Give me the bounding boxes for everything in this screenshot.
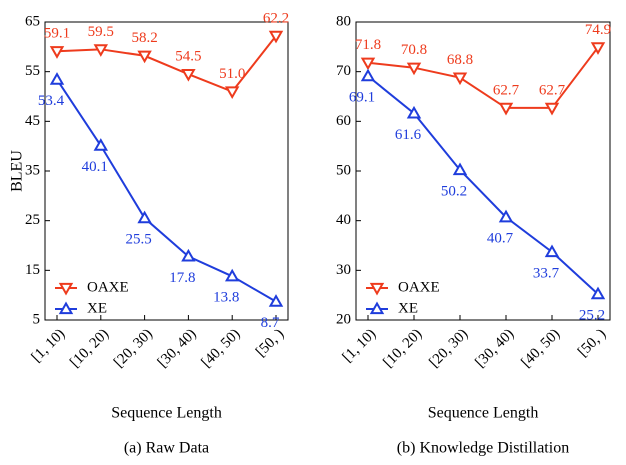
y-tick-label: 40 <box>336 212 351 228</box>
value-label: 69.1 <box>349 90 375 106</box>
point-marker <box>406 105 422 119</box>
x-tick-label: [40, 50) <box>199 326 244 371</box>
value-label: 61.6 <box>395 127 422 143</box>
value-label: 68.8 <box>447 52 473 68</box>
value-label: 59.5 <box>88 24 114 40</box>
point-marker <box>49 46 65 59</box>
value-label: 74.9 <box>585 22 611 38</box>
point-marker <box>224 268 240 282</box>
y-tick-label: 25 <box>25 212 40 228</box>
x-tick-label: [10, 20) <box>67 326 112 371</box>
y-tick-label: 80 <box>336 13 351 29</box>
value-label: 62.7 <box>539 82 566 98</box>
value-label: 17.8 <box>169 270 195 286</box>
value-label: 40.7 <box>487 231 514 247</box>
value-label: 54.5 <box>175 49 201 65</box>
legend-marker <box>58 301 74 315</box>
value-label: 40.1 <box>82 159 108 175</box>
y-tick-label: 45 <box>25 113 40 129</box>
value-label: 53.4 <box>38 93 65 109</box>
point-marker <box>360 57 376 71</box>
legend-marker <box>369 301 385 315</box>
y-tick-label: 35 <box>25 162 40 178</box>
value-label: 71.8 <box>355 37 381 53</box>
value-label: 50.2 <box>441 183 467 199</box>
y-tick-label: 55 <box>25 63 40 79</box>
point-marker <box>544 244 560 258</box>
point-marker <box>498 209 514 223</box>
value-label: 25.5 <box>125 232 151 248</box>
y-tick-label: 30 <box>336 262 351 278</box>
point-marker <box>93 44 109 57</box>
x-axis-label: Sequence Length <box>428 405 539 422</box>
point-marker <box>137 50 152 64</box>
x-tick-label: [40, 50) <box>518 326 563 371</box>
series-line <box>56 35 277 93</box>
value-label: 25.2 <box>579 308 605 324</box>
value-label: 13.8 <box>213 290 239 306</box>
point-marker <box>590 42 606 55</box>
y-axis-label: BLEU <box>9 150 26 192</box>
x-tick-label: [1, 10) <box>29 326 69 366</box>
x-tick-label: [20, 30) <box>426 326 471 371</box>
legend-label: XE <box>398 300 418 316</box>
x-tick-label: [50, ) <box>575 326 609 360</box>
value-label: 62.2 <box>263 10 289 26</box>
y-tick-label: 70 <box>336 63 351 79</box>
legend-label: XE <box>87 300 107 316</box>
y-tick-label: 15 <box>25 262 40 278</box>
y-tick-label: 60 <box>336 113 351 129</box>
legend-label: OAXE <box>398 279 440 295</box>
legend-label: OAXE <box>87 279 129 295</box>
point-marker <box>93 138 109 151</box>
point-marker <box>498 102 514 116</box>
plot-frame <box>355 21 611 321</box>
value-label: 8.7 <box>261 315 280 331</box>
caption: (a) Raw Data <box>124 440 209 457</box>
point-marker <box>360 68 376 82</box>
caption: (b) Knowledge Distillation <box>397 440 569 457</box>
value-label: 62.7 <box>493 82 520 98</box>
value-label: 59.1 <box>44 26 70 42</box>
x-tick-label: [20, 30) <box>111 326 156 371</box>
value-label: 33.7 <box>533 265 560 281</box>
point-marker <box>181 248 196 262</box>
x-tick-label: [30, 40) <box>472 326 517 371</box>
point-marker <box>544 102 560 116</box>
x-tick-label: [10, 20) <box>380 326 425 371</box>
x-tick-label: [30, 40) <box>155 326 200 371</box>
x-axis-label: Sequence Length <box>111 405 222 422</box>
y-tick-label: 50 <box>336 162 351 178</box>
series-line <box>56 79 277 303</box>
point-marker <box>406 62 422 76</box>
point-marker <box>452 162 468 176</box>
point-marker <box>49 72 65 85</box>
point-marker <box>137 210 152 224</box>
legend-marker <box>58 282 74 296</box>
y-tick-label: 5 <box>33 311 41 327</box>
point-marker <box>224 86 240 100</box>
point-marker <box>268 294 284 307</box>
series-line <box>367 46 599 109</box>
series-line <box>367 75 599 295</box>
y-tick-label: 20 <box>336 311 351 327</box>
y-tick-label: 65 <box>25 13 40 29</box>
x-tick-label: [50, ) <box>253 326 287 360</box>
value-label: 58.2 <box>131 30 157 46</box>
point-marker <box>590 286 606 300</box>
point-marker <box>268 30 284 44</box>
point-marker <box>181 69 196 82</box>
value-label: 51.0 <box>219 66 245 82</box>
value-label: 70.8 <box>401 42 427 58</box>
x-tick-label: [1, 10) <box>340 326 380 366</box>
point-marker <box>452 72 468 86</box>
legend-marker <box>369 282 385 296</box>
